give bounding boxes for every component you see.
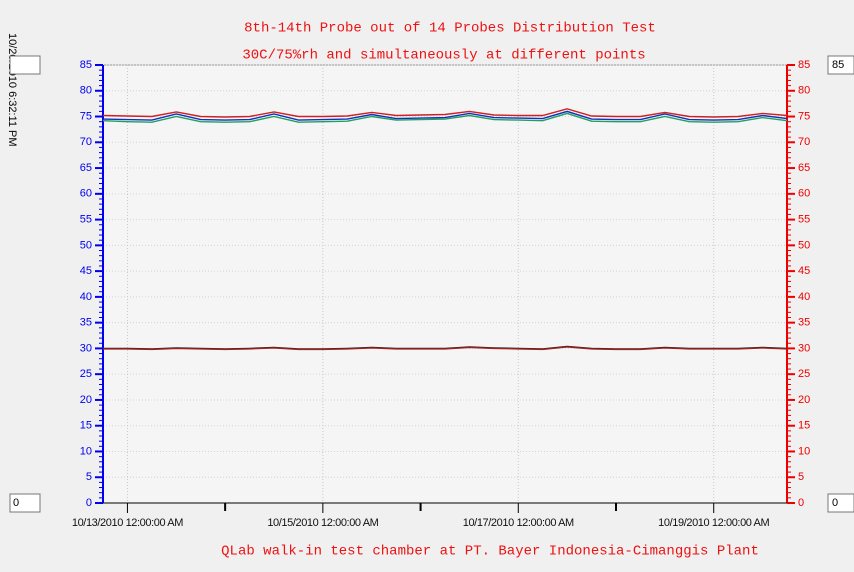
y2-tick-label: 70 <box>798 136 810 148</box>
input-box[interactable] <box>9 55 41 75</box>
input-value: 85 <box>832 59 844 71</box>
y-tick-label: 70 <box>80 136 92 148</box>
y-tick-label: 80 <box>80 85 92 97</box>
y2-tick-label: 5 <box>798 471 804 483</box>
y2-tick-label: 30 <box>798 342 810 354</box>
x-tick-label: 10/17/2010 12:00:00 AM <box>463 517 574 529</box>
y-tick-label: 45 <box>80 265 92 277</box>
chart-subtitle: 30C/75%rh and simultaneously at differen… <box>242 48 645 64</box>
series-line <box>102 110 788 121</box>
chart-title: 8th-14th Probe out of 14 Probes Distribu… <box>244 21 656 37</box>
y2-tick-label: 40 <box>798 291 810 303</box>
input-box[interactable] <box>827 55 854 75</box>
x-tick-label: 10/19/2010 12:00:00 AM <box>658 517 769 529</box>
y2-tick-label: 35 <box>798 317 810 329</box>
input-value: 0 <box>13 497 19 509</box>
series-line <box>102 108 788 118</box>
y-tick-label: 20 <box>80 394 92 406</box>
y-tick-label: 50 <box>80 239 92 251</box>
y-tick-label: 35 <box>80 317 92 329</box>
series-line <box>102 112 788 123</box>
y2-tick-label: 60 <box>798 188 810 200</box>
timestamp: 10/20/2010 6:32:11 PM <box>6 33 18 147</box>
y-tick-label: 55 <box>80 213 92 225</box>
input-box[interactable] <box>827 493 854 513</box>
y-tick-label: 10 <box>80 445 92 457</box>
y2-tick-label: 80 <box>798 85 810 97</box>
y2-tick-label: 15 <box>798 420 810 432</box>
y-tick-label: 75 <box>80 110 92 122</box>
y-tick-label: 5 <box>86 471 92 483</box>
y2-tick-label: 10 <box>798 445 810 457</box>
x-tick-label: 10/15/2010 12:00:00 AM <box>267 517 378 529</box>
y-tick-label: 0 <box>86 497 92 509</box>
y2-tick-label: 25 <box>798 368 810 380</box>
y2-tick-label: 0 <box>798 497 804 509</box>
y-tick-label: 25 <box>80 368 92 380</box>
y-tick-label: 15 <box>80 420 92 432</box>
y2-tick-label: 50 <box>798 239 810 251</box>
y2-tick-label: 45 <box>798 265 810 277</box>
y-tick-label: 40 <box>80 291 92 303</box>
y-tick-label: 65 <box>80 162 92 174</box>
y-tick-label: 85 <box>80 59 92 71</box>
y2-tick-label: 85 <box>798 59 810 71</box>
caption: QLab walk-in test chamber at PT. Bayer I… <box>221 544 759 560</box>
y2-tick-label: 20 <box>798 394 810 406</box>
y2-tick-label: 75 <box>798 110 810 122</box>
plot-area <box>102 64 788 504</box>
y-tick-label: 60 <box>80 188 92 200</box>
series-line <box>103 346 788 351</box>
input-value: 0 <box>832 497 838 509</box>
x-tick-label: 10/13/2010 12:00:00 AM <box>72 517 183 529</box>
y-tick-label: 30 <box>80 342 92 354</box>
y2-tick-label: 55 <box>798 213 810 225</box>
y2-tick-label: 65 <box>798 162 810 174</box>
input-box[interactable] <box>9 493 41 513</box>
